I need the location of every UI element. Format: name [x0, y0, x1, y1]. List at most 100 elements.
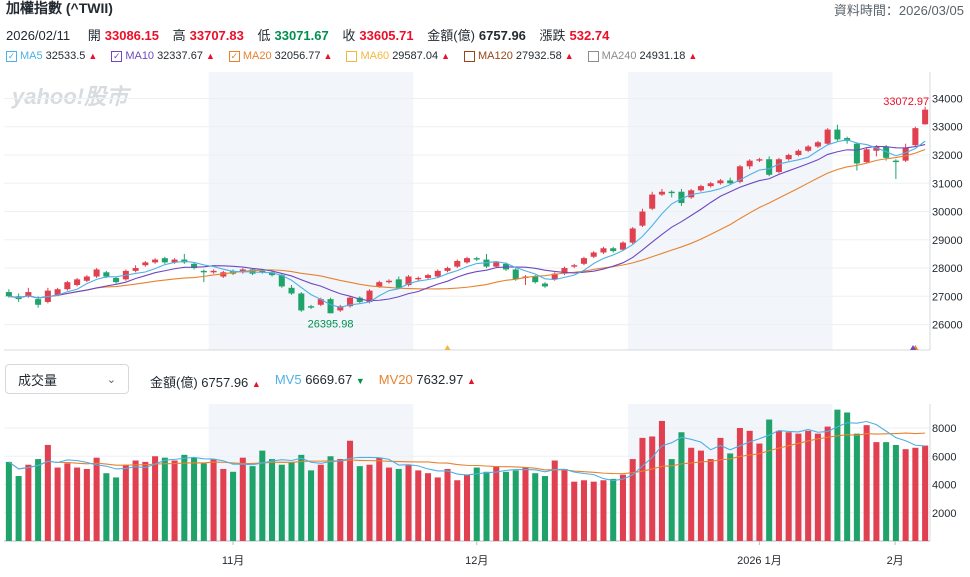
volume-bar: [629, 459, 636, 541]
volume-bar: [473, 467, 480, 541]
volume-bar: [298, 454, 305, 541]
volume-bar: [522, 467, 529, 541]
candle-body: [376, 282, 383, 287]
volume-bar: [191, 457, 198, 541]
candle-body: [5, 292, 12, 297]
volume-indicator-select[interactable]: 成交量 ⌄: [5, 364, 129, 394]
close-label: 收: [342, 28, 356, 43]
candle-body: [571, 265, 578, 267]
low-value: 33071.67: [274, 28, 329, 43]
candle-body: [873, 146, 880, 151]
volume-bar: [64, 463, 71, 541]
price-tick-label: 33000: [932, 122, 963, 134]
volume-bar: [103, 473, 110, 541]
up-arrow-icon: ▲: [688, 51, 698, 61]
ma-item-ma20[interactable]: ✓ MA20 32056.77 ▲: [228, 50, 332, 62]
candle-body: [756, 159, 763, 161]
volume-bar: [327, 456, 334, 541]
candle-body: [210, 270, 217, 273]
candle-body: [649, 194, 656, 209]
ma-item-ma10[interactable]: ✓ MA10 32337.67 ▲: [111, 50, 215, 62]
volume-bar: [259, 450, 266, 541]
candle-body: [532, 276, 539, 283]
ma240-value: 24931.18: [639, 50, 686, 62]
candle-body: [454, 260, 461, 267]
mv20-value: 7632.97: [416, 372, 464, 387]
candle-body: [298, 293, 305, 311]
volume-bar: [756, 443, 763, 541]
candle-body: [463, 258, 471, 263]
volume-bar: [25, 464, 32, 541]
ma10-checkbox[interactable]: ✓: [111, 50, 123, 62]
volume-bar: [415, 470, 422, 541]
data-time: 資料時間：2026/03/05: [833, 3, 964, 18]
ma-item-ma240[interactable]: MA240 24931.18 ▲: [587, 50, 698, 62]
volume-legend: 金額(億) 6757.96 ▲ MV5 6669.67 ▼ MV20 7632.…: [150, 372, 476, 391]
volume-bar: [541, 476, 549, 541]
ma60-value: 29587.04: [392, 50, 439, 62]
change-label: 漲跌: [539, 28, 566, 43]
volume-bar: [93, 457, 100, 541]
volume-bar: [308, 470, 315, 541]
volume-bar: [74, 467, 81, 541]
candle-body: [356, 297, 363, 302]
volume-bar: [766, 419, 773, 541]
ma240-checkbox[interactable]: [587, 50, 599, 62]
candle-body: [132, 268, 139, 271]
volume-bar: [512, 470, 519, 541]
ma60-checkbox[interactable]: [346, 50, 358, 62]
candle-body: [269, 272, 276, 276]
ma-item-ma5[interactable]: ✓ MA5 32533.5 ▲: [6, 50, 97, 62]
candle-body: [113, 277, 120, 283]
ma20-value: 32056.77: [274, 50, 321, 62]
candle-body: [278, 275, 285, 287]
ma10-label: MA10: [125, 50, 155, 62]
ma-legend: ✓ MA5 32533.5 ▲ ✓ MA10 32337.67 ▲ ✓ MA20 32056.7…: [6, 50, 697, 62]
candle-body: [902, 147, 909, 161]
volume-tick-label: 2000: [932, 508, 956, 520]
ma5-checkbox[interactable]: ✓: [6, 50, 17, 62]
x-tick-label: 2月: [887, 555, 904, 567]
volume-bar: [288, 461, 295, 541]
candle-body: [347, 297, 354, 307]
volume-bar: [678, 432, 685, 541]
ma-item-ma60[interactable]: MA60 29587.04 ▲: [346, 50, 450, 62]
volume-bar: [35, 459, 42, 541]
up-arrow-icon: ▲: [466, 376, 476, 386]
candle-body: [259, 270, 266, 273]
chevron-down-icon: ⌄: [106, 373, 116, 386]
price-tick-label: 32000: [932, 150, 963, 162]
candle-body: [74, 279, 81, 285]
candle-body: [395, 279, 402, 288]
volume-bar: [863, 425, 870, 541]
volume-bar: [658, 420, 665, 541]
ma-item-ma120[interactable]: MA120 27932.58 ▲: [464, 50, 574, 62]
candle-body: [171, 259, 178, 263]
volume-bar: [405, 464, 412, 541]
x-tick-label: 11月: [222, 555, 244, 567]
mv5-value: 6669.67: [305, 372, 353, 387]
candle-body: [717, 180, 724, 184]
volume-bar: [912, 447, 919, 541]
x-tick-label: 12月: [465, 555, 488, 567]
volume-bar: [639, 437, 646, 541]
volume-tick-label: 4000: [932, 480, 956, 492]
volume-bar: [805, 430, 812, 541]
candle-body: [824, 129, 831, 144]
candle-body: [83, 276, 90, 281]
volume-bar: [483, 471, 490, 541]
open-value: 33086.15: [104, 28, 159, 43]
ma20-checkbox[interactable]: ✓: [228, 50, 240, 62]
volume-bar: [795, 433, 802, 541]
volume-bar: [269, 459, 276, 541]
volume-bar: [200, 463, 207, 541]
ma120-checkbox[interactable]: [464, 50, 475, 62]
candle-body: [385, 280, 393, 283]
change-value: 532.74: [569, 28, 610, 43]
candle-body: [444, 268, 451, 271]
close-value: 33605.71: [359, 28, 414, 43]
ma60-label: MA60: [360, 50, 390, 62]
volume-bar: [571, 481, 578, 541]
candle-body: [308, 306, 315, 308]
candle-body: [853, 143, 860, 164]
